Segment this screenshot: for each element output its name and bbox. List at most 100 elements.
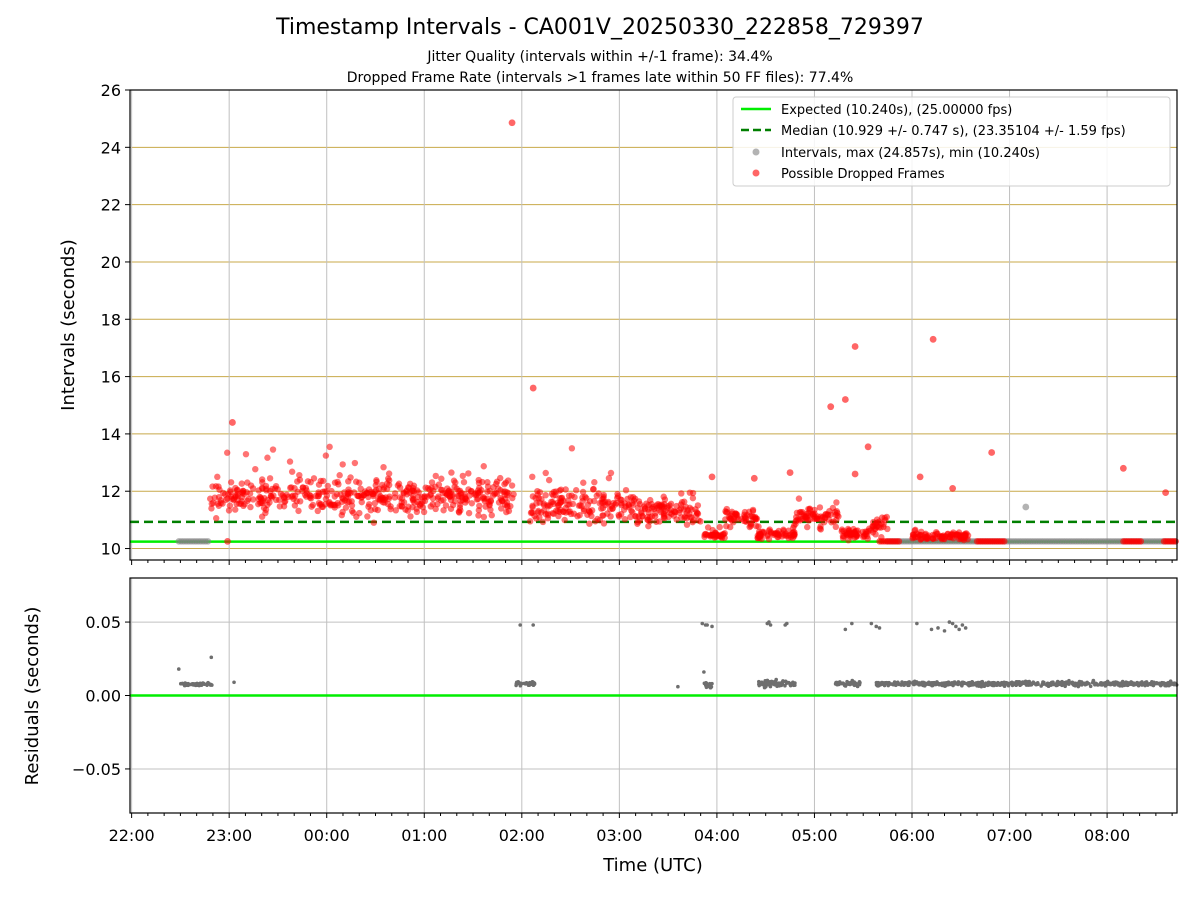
dropped-frame-point xyxy=(291,502,299,509)
dropped-frame-point xyxy=(545,476,553,484)
dropped-frame-point xyxy=(488,512,495,519)
dropped-frame-point xyxy=(755,523,762,530)
dropped-frame-point xyxy=(452,479,459,486)
dropped-frame-point xyxy=(375,495,382,503)
dropped-frame-point xyxy=(510,491,517,498)
dropped-frame-point xyxy=(822,510,830,518)
dropped-frame-point xyxy=(323,492,331,499)
dropped-frame-point xyxy=(855,530,862,537)
dropped-frame-point xyxy=(681,498,688,505)
dropped-frame-point xyxy=(288,484,295,491)
residual-point xyxy=(1072,681,1076,686)
dropped-frame-point xyxy=(579,488,587,496)
dropped-frame-point xyxy=(639,512,646,520)
dropped-frame-point xyxy=(562,486,569,493)
dropped-frame-point xyxy=(816,504,824,511)
intervals-y-tick-label: 22 xyxy=(101,196,121,215)
dropped-frame-point xyxy=(249,496,257,503)
dropped-frame-point xyxy=(1119,464,1127,472)
dropped-frame-point xyxy=(683,521,691,528)
residual-point xyxy=(966,681,971,685)
dropped-frame-point xyxy=(643,500,650,507)
dropped-frame-point xyxy=(370,519,378,526)
dropped-frame-point xyxy=(651,510,659,517)
dropped-frame-point xyxy=(916,473,924,481)
dropped-frame-point xyxy=(294,488,301,495)
dropped-frame-point xyxy=(451,497,459,505)
dropped-frame-point xyxy=(839,534,847,542)
intervals-y-tick-label: 12 xyxy=(101,482,121,501)
dropped-frame-point xyxy=(339,494,346,502)
dropped-frame-point xyxy=(838,528,845,535)
residual-point xyxy=(791,680,795,685)
dropped-frame-point xyxy=(482,503,489,510)
dropped-frame-point xyxy=(529,384,537,392)
dropped-frame-point xyxy=(615,511,622,519)
dropped-frame-point xyxy=(678,490,685,497)
dropped-frame-point xyxy=(580,479,587,486)
dropped-frame-point xyxy=(571,493,578,501)
residual-point xyxy=(1105,679,1110,684)
dropped-frame-point xyxy=(817,526,825,533)
chart-subtitle-jitter: Jitter Quality (intervals within +/-1 fr… xyxy=(427,49,773,65)
residual-point xyxy=(1029,682,1034,687)
dropped-frame-point xyxy=(348,507,356,515)
residual-point xyxy=(768,623,773,627)
dropped-frame-point xyxy=(480,513,488,521)
dropped-frame-point xyxy=(568,445,576,452)
dropped-frame-point xyxy=(443,491,451,498)
dropped-frame-point xyxy=(542,469,549,477)
dropped-frame-point xyxy=(459,472,467,480)
dropped-frame-point xyxy=(808,511,815,518)
dropped-frame-point xyxy=(833,499,840,506)
dropped-frame-point xyxy=(529,493,537,500)
dropped-frame-point xyxy=(918,531,925,539)
dropped-frame-point xyxy=(799,509,806,516)
dropped-frame-point xyxy=(749,507,757,515)
residual-point xyxy=(1079,682,1083,687)
dropped-frame-point xyxy=(536,514,543,521)
intervals-plot-frame xyxy=(129,89,1178,561)
dropped-frame-point xyxy=(572,487,580,494)
residual-point xyxy=(956,682,960,687)
dropped-frame-point xyxy=(460,478,468,486)
residual-point xyxy=(183,683,187,688)
dropped-frame-point xyxy=(489,492,497,499)
dropped-frame-point xyxy=(529,503,536,511)
residuals-y-axis-label: Residuals (seconds) xyxy=(22,607,43,786)
dropped-frame-point xyxy=(785,534,792,542)
residual-point xyxy=(1139,681,1144,686)
dropped-frame-point xyxy=(266,475,274,482)
dropped-frame-point xyxy=(246,490,254,497)
dropped-frame-point xyxy=(438,475,445,482)
residual-point xyxy=(1154,681,1159,685)
residual-point xyxy=(710,624,714,629)
dropped-frame-point xyxy=(562,509,570,516)
dropped-frame-point xyxy=(225,507,233,514)
time-x-axis-label: Time (UTC) xyxy=(602,855,703,876)
dropped-frame-point xyxy=(760,528,767,536)
residual-point xyxy=(1093,681,1098,686)
residual-point xyxy=(1067,682,1071,686)
dropped-frame-point xyxy=(264,496,271,504)
residual-point xyxy=(760,682,765,687)
dropped-frame-point xyxy=(208,505,215,512)
dropped-frame-point xyxy=(406,480,414,487)
dropped-frame-point xyxy=(526,518,534,525)
dropped-frame-point xyxy=(214,500,222,507)
residual-point xyxy=(930,682,935,687)
dropped-frame-point xyxy=(402,506,409,513)
dropped-frame-point xyxy=(385,470,393,477)
residual-point xyxy=(1024,681,1029,686)
intervals-panel: 10 12 14 16 18 20 22 24 26 Intervals (seconds) E… xyxy=(58,81,1179,565)
dropped-frame-point xyxy=(264,501,271,509)
residual-point xyxy=(1067,678,1071,683)
residual-point xyxy=(855,684,860,689)
dropped-frame-point xyxy=(371,505,379,513)
dropped-frame-point xyxy=(622,503,629,510)
dropped-frame-point xyxy=(600,493,607,501)
residual-point xyxy=(850,621,854,626)
dropped-frame-point xyxy=(712,533,720,541)
dropped-frame-point xyxy=(598,505,605,512)
